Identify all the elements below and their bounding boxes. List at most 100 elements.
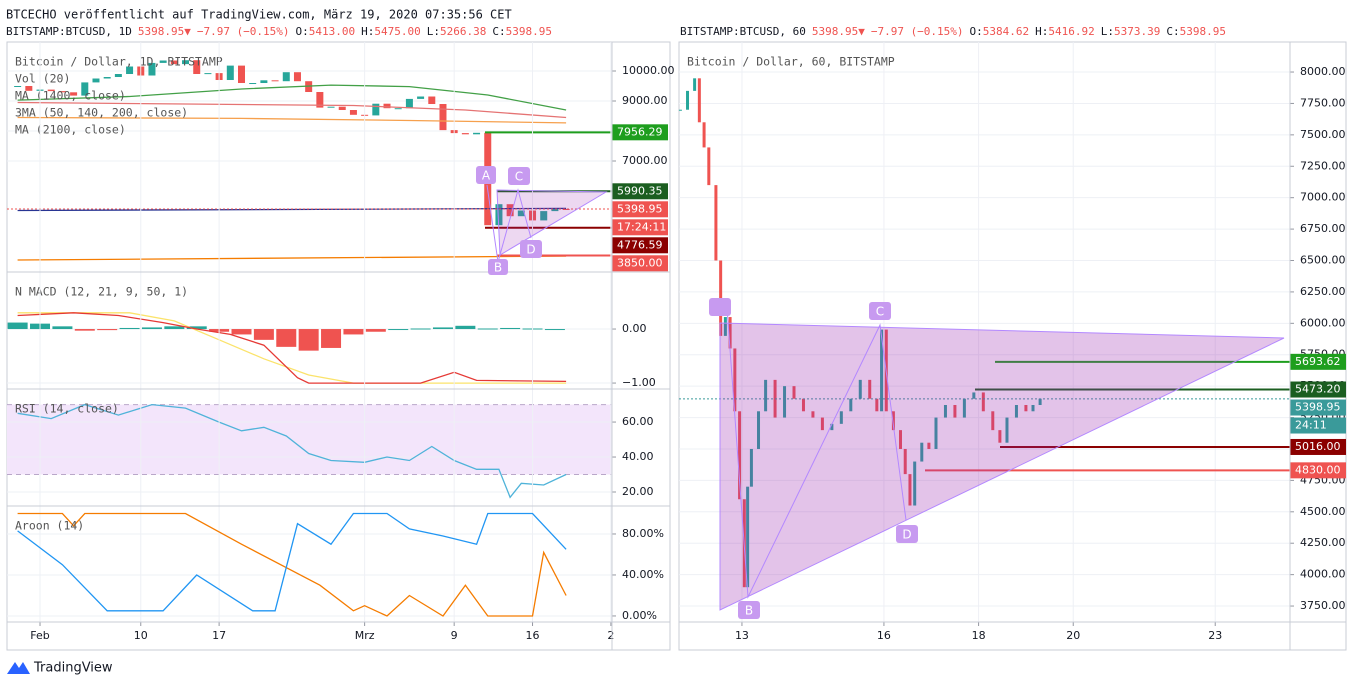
right-frame	[678, 41, 1347, 651]
candle	[927, 442, 931, 449]
candle	[428, 96, 436, 105]
indicator-legend: MA (2100, close)	[15, 123, 126, 137]
candle	[868, 379, 872, 399]
price-tag-label: 7956.29	[617, 125, 663, 138]
frame-lines	[7, 42, 1346, 650]
histogram-bar	[276, 329, 297, 347]
price-tag-label: 5398.95	[1295, 401, 1341, 414]
candle	[204, 73, 212, 75]
candle	[405, 98, 413, 109]
pattern-letter: C	[515, 170, 523, 184]
histogram-bar	[455, 325, 476, 330]
candle	[103, 77, 111, 79]
price-tag-label: 4830.00	[1295, 463, 1341, 476]
change: −7.97 (−0.15%)	[197, 25, 290, 38]
candle	[801, 398, 805, 412]
candle	[702, 122, 706, 148]
change: −7.97 (−0.15%)	[871, 25, 964, 38]
rsi-band	[7, 404, 612, 475]
candle	[953, 405, 957, 418]
candle	[170, 60, 178, 65]
candle	[439, 104, 447, 131]
y-tick-label: 20.00	[622, 485, 654, 498]
abcd-pattern	[726, 307, 907, 599]
candle	[1014, 405, 1018, 418]
indicator-line	[17, 512, 567, 617]
histogram-bar	[74, 329, 95, 331]
candle	[991, 411, 995, 431]
candle	[707, 147, 711, 186]
candle	[757, 411, 761, 449]
candle	[738, 411, 742, 500]
candle	[327, 106, 335, 108]
histogram-bar	[432, 327, 453, 330]
candle	[182, 60, 190, 65]
x-tick-label: 23	[1208, 629, 1222, 642]
candle	[858, 379, 862, 399]
candle	[249, 83, 257, 85]
candle	[58, 91, 66, 93]
candle	[820, 417, 824, 431]
x-tick-label: Mrz	[355, 629, 375, 642]
histogram-bar	[141, 327, 162, 330]
pattern-drawings: A B C D B C D	[476, 166, 1285, 619]
y-tick-label: 4250.00	[1300, 536, 1346, 549]
price-tag-label: 5398.95	[617, 202, 663, 215]
candle	[517, 210, 525, 217]
y-tick-label: 7000.00	[622, 154, 668, 167]
price-tag-label: 4776.59	[617, 238, 663, 251]
price-tag-label: 5693.62	[1295, 355, 1341, 368]
y-tick-label: −1.00	[622, 376, 656, 389]
candle	[920, 442, 924, 462]
indicator-legend: Vol (20)	[15, 72, 70, 86]
candle	[1031, 405, 1035, 412]
footer-logo: TradingView	[7, 661, 113, 676]
candle	[551, 209, 559, 212]
y-tick-label: 7500.00	[1300, 128, 1346, 141]
indicator-line	[17, 116, 567, 124]
candle	[972, 392, 976, 399]
y-tick-label: 60.00	[622, 415, 654, 428]
candle	[495, 204, 503, 226]
price-tag	[1290, 438, 1346, 455]
candle	[697, 78, 701, 123]
candle	[293, 72, 301, 82]
ohlc-key: H:	[1035, 25, 1048, 38]
price-tag-label: 5473.20	[1295, 383, 1341, 396]
candle	[749, 448, 753, 487]
ohlc-value: 5398.95	[1180, 25, 1226, 38]
x-tick-label: 16	[877, 629, 891, 642]
ohlc-value: 5373.39	[1114, 25, 1160, 38]
candle	[238, 65, 246, 84]
pattern-point	[520, 240, 542, 258]
x-tick-label: 9	[451, 629, 458, 642]
symbol: BITSTAMP:BTCUSD, 60	[680, 25, 806, 38]
histogram-bar	[298, 329, 319, 351]
abcd-pattern	[486, 184, 532, 263]
pattern-point	[476, 166, 496, 184]
y-tick-label: 0.00	[622, 322, 647, 335]
candle	[70, 92, 78, 96]
pattern-point	[896, 525, 918, 543]
candle	[998, 430, 1002, 443]
x-tick-label: 17	[212, 629, 226, 642]
plot-layer: 10000.00 9000.00 8000.00 7000.00 7956.29 5990…	[7, 42, 1346, 642]
candle	[875, 398, 879, 412]
candle	[830, 423, 834, 431]
candle	[260, 80, 268, 84]
candle	[1005, 417, 1009, 443]
indicator-line	[17, 84, 567, 111]
ohlc-value: 5413.00	[309, 25, 355, 38]
candle	[1038, 398, 1042, 406]
y-tick-label: 4000.00	[1300, 568, 1346, 581]
symbol: BITSTAMP:BTCUSD, 1D	[6, 25, 132, 38]
pattern-letter: B	[494, 261, 502, 275]
pattern-point	[709, 298, 731, 316]
candle	[159, 60, 167, 63]
histogram-bar	[343, 329, 364, 335]
candle	[934, 417, 938, 449]
candle	[913, 461, 917, 506]
candle	[338, 106, 346, 111]
pattern-letter: D	[526, 243, 535, 257]
histogram-bar	[231, 329, 252, 335]
